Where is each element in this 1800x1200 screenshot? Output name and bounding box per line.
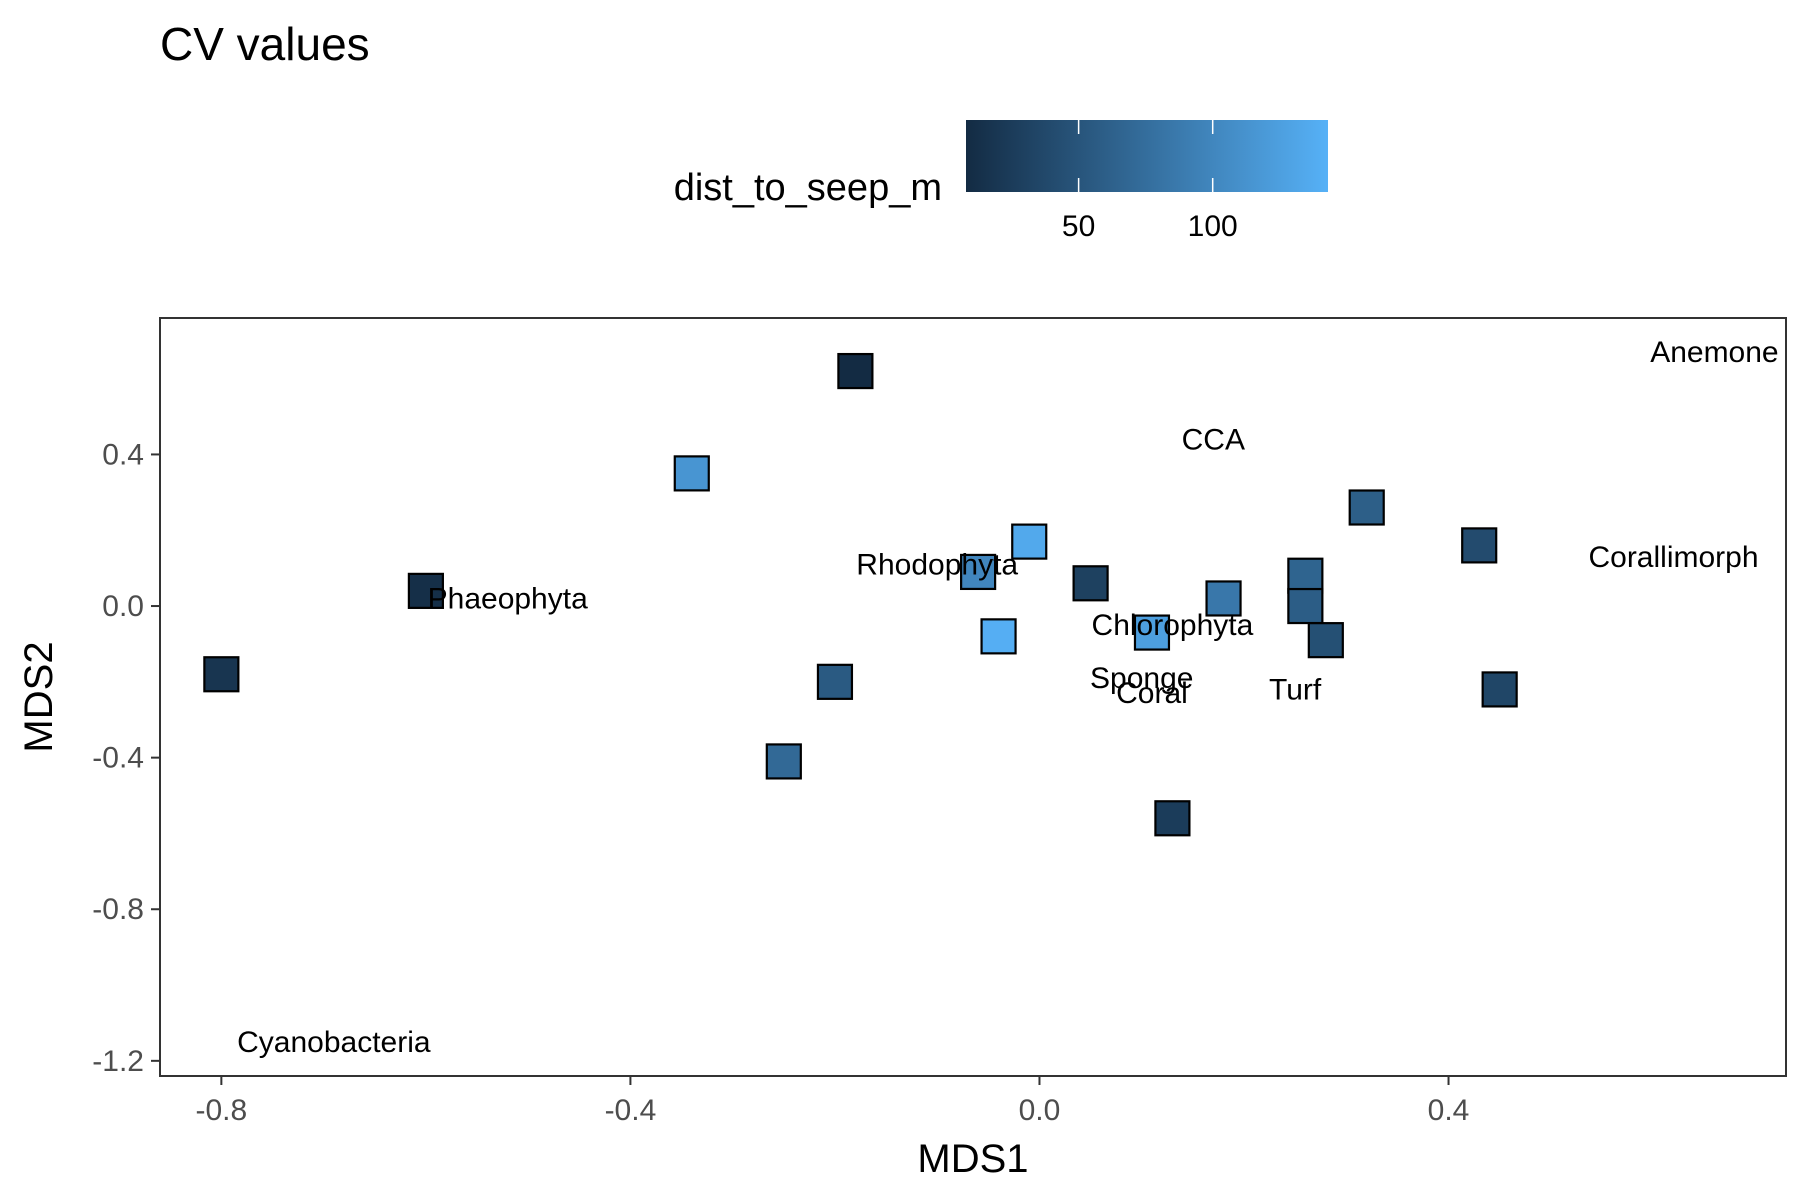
scatter-point: [1287, 587, 1324, 625]
species-label: Phaeophyta: [428, 582, 588, 615]
species-label: Corallimorph: [1588, 541, 1758, 574]
y-tick-label: 0.4: [102, 438, 144, 471]
scatter-point: [1307, 622, 1344, 659]
scatter-point: [960, 553, 997, 591]
scatter-point: [1133, 614, 1171, 651]
labels-layer: Anemone CCA Corallimorph Rhodophyta Phaeophy…: [237, 336, 1779, 1059]
species-label: Chlorophyta: [1092, 609, 1254, 642]
y-tick-label: 0.0: [102, 590, 144, 623]
legend-tick-label: 50: [1062, 210, 1095, 243]
y-axis: -1.2 -0.8 -0.4 0.0 0.4: [92, 438, 160, 1078]
species-label: Anemone: [1650, 336, 1778, 369]
scatter-point: [673, 455, 710, 492]
scatter-point: [407, 572, 444, 609]
scatter-point: [1287, 557, 1324, 594]
scatter-point: [203, 656, 240, 693]
plot-panel: [159, 317, 1787, 1077]
x-axis-title: MDS1: [917, 1137, 1028, 1181]
species-label: Turf: [1269, 673, 1322, 706]
y-tick-label: -0.8: [92, 893, 144, 926]
species-label: Rhodophyta: [856, 548, 1018, 581]
color-legend: dist_to_seep_m 50 100: [674, 120, 1328, 243]
scatter-point: [1461, 527, 1498, 564]
legend-tick-label: 100: [1188, 210, 1238, 243]
scatter-point: [765, 743, 802, 780]
species-label: CCA: [1182, 423, 1245, 456]
colorbar: [966, 120, 1328, 192]
scatter-point: [816, 663, 854, 700]
scatter-point: [1205, 580, 1242, 617]
x-tick-label: -0.8: [196, 1094, 248, 1127]
species-label: Coral: [1116, 677, 1188, 710]
scatter-point: [1348, 489, 1385, 526]
scatter-point: [1011, 523, 1048, 560]
scatter-point: [1154, 800, 1191, 837]
legend-title: dist_to_seep_m: [674, 167, 942, 209]
scatter-point: [1481, 671, 1518, 708]
species-label: Sponge: [1090, 662, 1193, 695]
x-tick-label: 0.4: [1428, 1094, 1470, 1127]
chart-title: CV values: [160, 18, 370, 70]
y-axis-title: MDS2: [17, 641, 61, 752]
scatter-point: [837, 352, 874, 390]
x-tick-label: 0.0: [1019, 1094, 1061, 1127]
legend-ticks: 50 100: [1062, 120, 1238, 243]
scatter-point: [1072, 565, 1109, 602]
species-label: Cyanobacteria: [237, 1026, 431, 1059]
y-tick-label: -1.2: [92, 1045, 144, 1078]
points-layer: [203, 352, 1518, 837]
scatter-point: [980, 618, 1017, 655]
y-tick-label: -0.4: [92, 742, 144, 775]
x-tick-label: -0.4: [605, 1094, 657, 1127]
x-axis: -0.8 -0.4 0.0 0.4: [196, 1076, 1470, 1127]
